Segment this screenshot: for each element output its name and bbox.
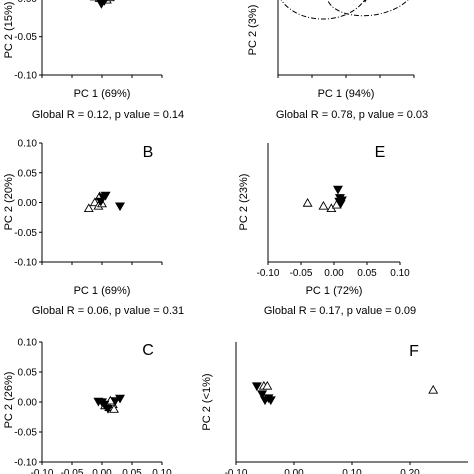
y-tick-label: 0.00 [18,0,38,5]
y-axis-label: PC 2 (15%) [3,2,15,59]
filled-triangle-point [99,400,110,410]
x-tick-label: 0.00 [284,468,304,474]
filled-triangle-point [103,405,113,414]
filled-triangle-point [363,0,367,3]
group-ellipse [326,0,415,17]
x-tick-label: 0.00 [324,268,344,279]
filled-triangle-point [332,185,343,195]
open-triangle-point [302,197,313,207]
x-tick-label: 0.00 [92,468,112,474]
panel-letter: B [143,144,154,161]
panel-6: -0.10 0.00 0.10 0.20 PC 2 (<1%) F [201,342,468,474]
y-axis-label: PC 2 (<1%) [201,373,213,430]
y-tick-label: 0.05 [18,168,38,179]
stats-annotation: Global R = 0.12, p value = 0.14 [32,109,184,121]
filled-triangle-point [334,194,345,203]
x-tick-label: 0.20 [400,468,420,474]
y-tick-label: -0.05 [14,428,37,439]
y-tick-label: -0.10 [14,258,37,269]
y-axis-label: PC 2 (26%) [3,372,15,429]
y-tick-label: -0.10 [14,458,37,469]
x-tick-label: -0.05 [61,468,84,474]
x-tick-label: -0.10 [31,468,54,474]
x-tick-label: -0.10 [225,468,248,474]
x-tick-label: 0.05 [357,268,377,279]
filled-triangle-point [101,0,106,4]
x-axis-label: PC 1 (69%) [74,88,131,100]
stats-annotation: Global R = 0.06, p value = 0.31 [32,305,184,317]
x-tick-label: 0.10 [152,468,172,474]
x-tick-label: 0.10 [390,268,410,279]
y-axis-label: PC 2 (23%) [238,174,250,231]
x-axis-label: PC 1 (72%) [306,285,363,297]
panel-4: -0.10 -0.05 0.00 0.05 0.10 PC 2 (23%) PC 1 (72… [238,143,416,317]
panel-letter: F [409,343,419,360]
stats-annotation: Global R = 0.78, p value = 0.03 [276,109,428,121]
y-tick-label: -0.10 [14,71,37,82]
panel-3: 0.10 0.05 0.00 -0.05 -0.10 PC 2 (20%) PC 1 (69… [3,139,184,318]
x-tick-label: 0.05 [122,468,142,474]
open-triangle-point [318,200,329,210]
panel-5: 0.10 0.05 0.00 -0.05 -0.10-0.10 -0.05 0.00 0.05… [3,338,172,474]
group-ellipse [280,0,366,20]
y-tick-label: 0.10 [18,338,38,349]
open-triangle-point [428,384,439,394]
panel-1: 0.00 -0.05 -0.10 PC 2 (15%) PC 1 (69%) Global… [3,0,184,121]
y-tick-label: 0.10 [18,139,38,150]
filled-triangle-point [115,394,125,404]
x-axis-label: PC 1 (94%) [318,88,375,100]
open-triangle-point [262,380,273,390]
x-tick-label: -0.10 [257,268,280,279]
y-tick-label: 0.00 [18,398,38,409]
stats-annotation: Global R = 0.17, p value = 0.09 [264,305,416,317]
x-axis-label: PC 1 (69%) [74,285,131,297]
x-tick-label: 0.10 [342,468,362,474]
filled-triangle-point [115,202,125,212]
filled-triangle-point [110,397,121,406]
x-tick-label: -0.05 [290,268,313,279]
open-triangle-point [83,203,94,213]
y-tick-label: 0.05 [18,368,38,379]
filled-triangle-point [265,396,276,406]
y-tick-label: 0.00 [18,198,38,209]
open-triangle-point [104,0,115,2]
filled-triangle-point [100,191,111,201]
panel-letter: C [142,342,154,359]
panel-2: PC 2 (3%) PC 1 (94%) Global R = 0.78, p va… [247,0,428,121]
open-triangle-point [109,404,119,413]
y-tick-label: -0.05 [14,228,37,239]
filled-triangle-point [251,382,262,392]
y-axis-label: PC 2 (20%) [3,174,15,231]
y-axis-label: PC 2 (3%) [247,5,259,56]
y-tick-label: -0.05 [14,32,37,43]
panel-letter: E [375,144,386,161]
